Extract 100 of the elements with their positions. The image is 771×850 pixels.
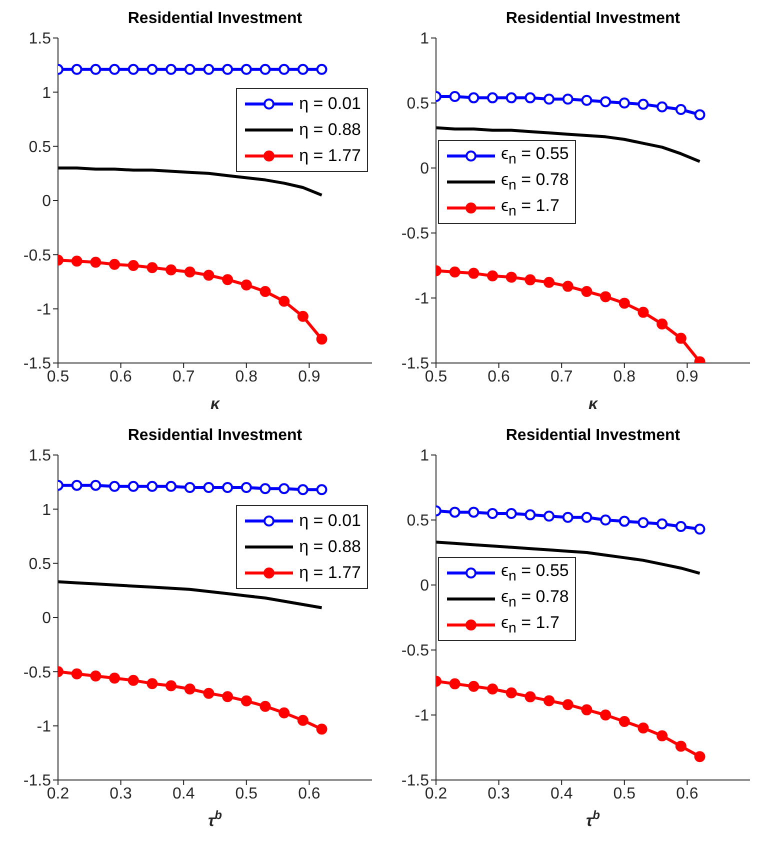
point bbox=[524, 509, 536, 520]
point bbox=[544, 510, 555, 522]
point bbox=[638, 722, 649, 734]
point bbox=[203, 64, 214, 75]
point bbox=[449, 266, 460, 278]
point bbox=[71, 480, 82, 491]
point bbox=[544, 94, 555, 105]
point bbox=[297, 484, 308, 496]
point bbox=[316, 484, 328, 496]
point bbox=[487, 270, 498, 282]
legend-label: ϵ$_{n}$ = 0.78 bbox=[501, 587, 569, 611]
y-tick-label: -0.5 bbox=[23, 664, 52, 682]
chart-title: Residential Investment bbox=[128, 427, 302, 444]
point bbox=[694, 524, 706, 535]
point bbox=[240, 280, 252, 290]
legend-label: η = 0.01 bbox=[299, 94, 361, 113]
point bbox=[166, 264, 177, 276]
point bbox=[600, 710, 612, 720]
point bbox=[203, 688, 214, 699]
x-tick-label: 0.5 bbox=[613, 785, 636, 802]
x-tick-label: 0.6 bbox=[488, 368, 510, 386]
point bbox=[146, 480, 158, 492]
point bbox=[109, 480, 120, 492]
point bbox=[203, 270, 214, 281]
x-tick-label: 0.2 bbox=[46, 785, 70, 802]
y-tick-label: 1 bbox=[42, 502, 52, 519]
point bbox=[487, 684, 498, 694]
point bbox=[109, 258, 120, 270]
point bbox=[222, 274, 234, 286]
y-tick-label: -1 bbox=[36, 718, 52, 736]
y-tick-label: 1.5 bbox=[28, 30, 52, 48]
point bbox=[618, 716, 630, 727]
y-tick-label: -1 bbox=[414, 708, 430, 725]
point bbox=[146, 262, 158, 274]
point bbox=[618, 98, 630, 108]
x-tick-label: 0.7 bbox=[172, 368, 195, 386]
x-tick-label: 0.8 bbox=[235, 368, 258, 386]
x-axis-title: κ bbox=[210, 396, 220, 413]
point bbox=[506, 272, 517, 283]
point bbox=[600, 96, 612, 108]
point bbox=[581, 286, 592, 297]
point bbox=[316, 334, 328, 345]
x-tick-label: 0.9 bbox=[676, 368, 698, 386]
point bbox=[278, 707, 290, 718]
x-tick-label: 0.6 bbox=[110, 368, 132, 386]
point bbox=[524, 92, 536, 104]
point bbox=[600, 514, 612, 526]
point bbox=[544, 695, 555, 706]
point bbox=[316, 724, 328, 735]
point bbox=[184, 482, 196, 493]
point bbox=[600, 291, 612, 302]
point bbox=[562, 280, 574, 292]
x-tick-label: 0.9 bbox=[298, 368, 320, 386]
point bbox=[656, 518, 668, 530]
chart-title: Residential Investment bbox=[506, 427, 680, 444]
x-tick-label: 0.3 bbox=[110, 785, 132, 802]
point bbox=[524, 274, 536, 286]
x-tick-label: 0.8 bbox=[613, 368, 636, 386]
point bbox=[581, 704, 592, 716]
y-tick-label: 1 bbox=[42, 84, 52, 102]
line-series bbox=[58, 166, 324, 197]
point bbox=[656, 730, 668, 742]
point bbox=[260, 483, 271, 494]
point bbox=[297, 714, 308, 726]
legend-label: η = 0.88 bbox=[299, 537, 361, 556]
x-tick-label: 0.4 bbox=[550, 785, 573, 802]
point bbox=[109, 64, 120, 75]
point bbox=[581, 94, 592, 106]
point bbox=[109, 672, 120, 684]
point bbox=[297, 64, 308, 75]
point bbox=[562, 699, 574, 710]
point bbox=[260, 286, 271, 297]
chart-title: Residential Investment bbox=[506, 10, 680, 27]
point bbox=[240, 695, 252, 706]
point bbox=[128, 674, 139, 686]
x-axis-title: κ bbox=[588, 396, 598, 413]
point bbox=[260, 700, 271, 712]
point bbox=[222, 691, 234, 702]
point bbox=[468, 680, 480, 692]
y-tick-label: -1 bbox=[414, 290, 430, 308]
y-tick-label: 0 bbox=[42, 193, 52, 210]
y-tick-label: 0 bbox=[420, 160, 430, 178]
point bbox=[184, 266, 196, 278]
legend-label: η = 1.77 bbox=[299, 146, 361, 165]
point bbox=[71, 64, 82, 75]
point bbox=[90, 670, 102, 682]
y-tick-label: 0.5 bbox=[406, 96, 430, 113]
y-tick-label: 1 bbox=[420, 448, 430, 465]
point bbox=[166, 64, 177, 75]
y-tick-label: 0.5 bbox=[28, 139, 52, 156]
point bbox=[203, 482, 214, 493]
point bbox=[278, 483, 290, 494]
y-tick-label: 0.5 bbox=[406, 512, 430, 530]
chart-title: Residential Investment bbox=[128, 10, 302, 27]
point bbox=[694, 751, 706, 762]
y-tick-label: -0.5 bbox=[401, 226, 430, 243]
x-tick-label: 0.7 bbox=[550, 368, 573, 386]
point bbox=[675, 332, 686, 344]
point bbox=[618, 516, 630, 527]
point bbox=[240, 64, 252, 75]
